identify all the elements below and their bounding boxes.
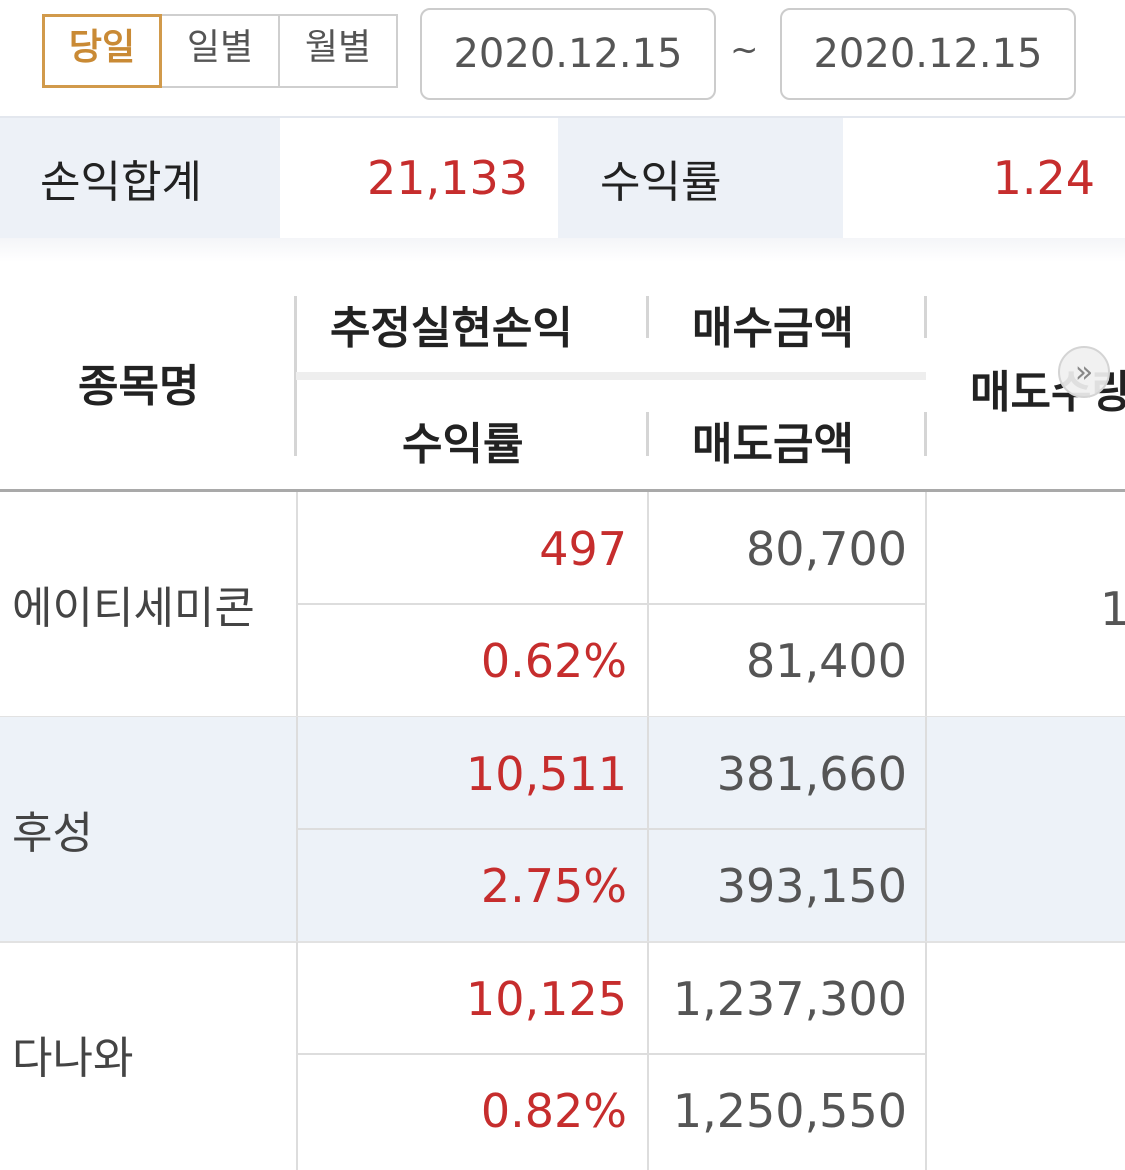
total-pl-label: 손익합계 [40, 157, 202, 208]
sell-amount: 393,150 [716, 859, 907, 913]
table-header: 종목명 추정실현손익 매수금액 수익률 매도금액 매도수량 » [0, 262, 1125, 492]
header-divider [924, 412, 927, 456]
filter-bar: 당일 일별 월별 2020.12.15 ~ 2020.12.15 [0, 0, 1125, 112]
sell-amount: 1,250,550 [672, 1084, 907, 1138]
buy-amount: 1,237,300 [672, 972, 907, 1026]
header-sell-amount: 매도금액 [692, 419, 854, 470]
summary-divider [0, 238, 1125, 262]
header-divider [924, 296, 927, 338]
header-buy-amount: 매수금액 [692, 303, 854, 354]
return-rate: 0.62% [480, 634, 627, 688]
row-split [296, 1053, 926, 1055]
summary-bar: 손익합계 21,133 수익률 1.24 [0, 116, 1125, 238]
header-divider [646, 412, 649, 456]
header-divider [646, 296, 649, 338]
date-separator: ~ [730, 30, 759, 70]
header-stock-name: 종목명 [78, 361, 200, 412]
table-row[interactable]: 후성 10,511 2.75% 381,660 393,150 [0, 717, 1125, 943]
est-realized-pl: 497 [539, 522, 627, 576]
header-return-rate: 수익률 [402, 419, 524, 470]
return-value: 1.24 [843, 118, 1125, 238]
stock-name: 에이티세미콘 [12, 583, 255, 634]
buy-amount: 80,700 [746, 522, 907, 576]
sell-quantity-partial: 1 [1100, 582, 1125, 636]
column-divider [925, 492, 927, 716]
stock-name: 다나와 [12, 1033, 134, 1084]
tab-monthly[interactable]: 월별 [278, 14, 398, 88]
est-realized-pl: 10,511 [466, 747, 627, 801]
column-divider [925, 942, 927, 1170]
est-realized-pl: 10,125 [466, 972, 627, 1026]
column-divider [647, 942, 649, 1170]
column-divider [296, 942, 298, 1170]
total-pl-value: 21,133 [280, 118, 558, 238]
period-tabs: 당일 일별 월별 [42, 14, 398, 88]
header-divider [294, 296, 297, 456]
sell-amount: 81,400 [746, 634, 907, 688]
header-est-realized-pl: 추정실현손익 [330, 303, 573, 354]
start-date-field[interactable]: 2020.12.15 [420, 8, 716, 100]
header-row-divider [296, 372, 926, 380]
table-row[interactable]: 에이티세미콘 497 0.62% 80,700 81,400 1 [0, 492, 1125, 718]
return-rate: 2.75% [480, 859, 627, 913]
stock-name: 후성 [12, 808, 93, 859]
buy-amount: 381,660 [716, 747, 907, 801]
column-divider [925, 717, 927, 941]
return-rate: 0.82% [480, 1084, 627, 1138]
tab-daily[interactable]: 일별 [160, 14, 280, 88]
row-split [296, 603, 926, 605]
tab-today[interactable]: 당일 [42, 14, 162, 88]
row-split [296, 828, 926, 830]
double-chevron-right-icon[interactable]: » [1058, 346, 1110, 398]
return-label: 수익률 [600, 157, 722, 208]
table-row[interactable]: 다나와 10,125 0.82% 1,237,300 1,250,550 [0, 942, 1125, 1170]
end-date-field[interactable]: 2020.12.15 [780, 8, 1076, 100]
